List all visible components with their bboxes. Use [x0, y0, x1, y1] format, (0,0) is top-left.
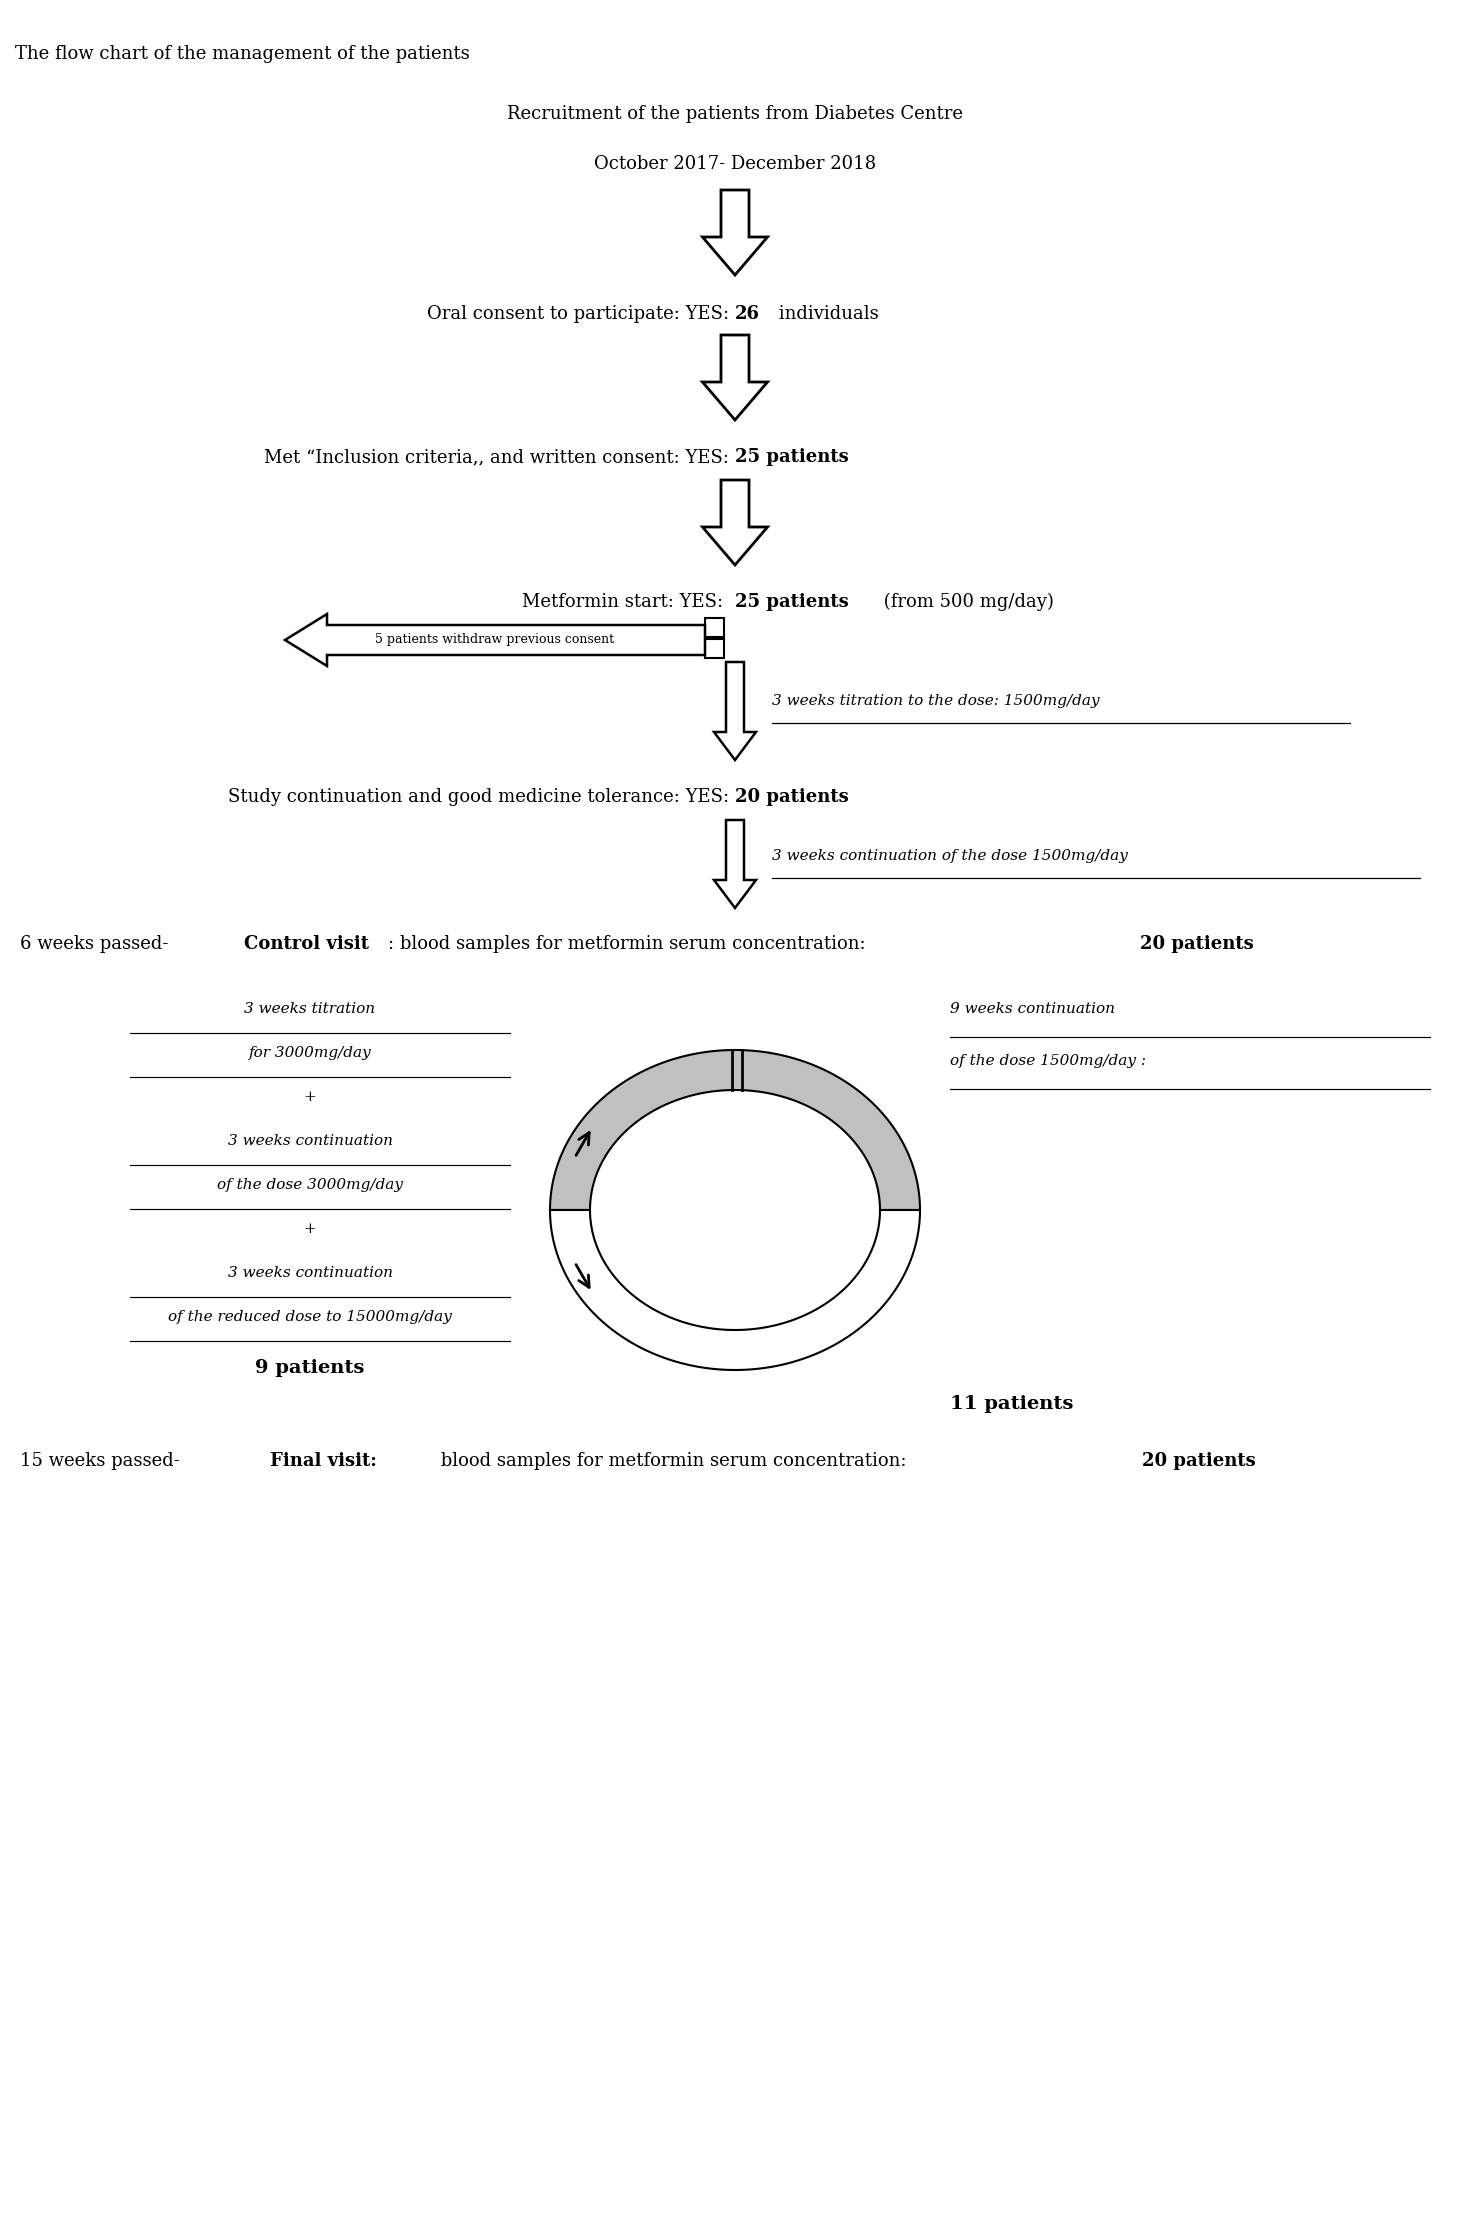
Text: 9 patients: 9 patients	[256, 1360, 365, 1378]
Text: 15 weeks passed-: 15 weeks passed-	[21, 1452, 185, 1469]
Text: The flow chart of the management of the patients: The flow chart of the management of the …	[15, 45, 469, 63]
Text: Final visit:: Final visit:	[271, 1452, 377, 1469]
Text: Recruitment of the patients from Diabetes Centre: Recruitment of the patients from Diabete…	[507, 105, 964, 123]
Polygon shape	[703, 190, 768, 276]
Text: 20 patients: 20 patients	[1140, 934, 1253, 952]
Text: 25 patients: 25 patients	[736, 594, 849, 612]
Text: 3 weeks titration: 3 weeks titration	[244, 1001, 375, 1017]
Text: of the dose 3000mg/day: of the dose 3000mg/day	[218, 1178, 403, 1192]
Text: 5 patients withdraw previous consent: 5 patients withdraw previous consent	[375, 634, 615, 647]
Text: Control visit: Control visit	[244, 934, 369, 952]
Polygon shape	[703, 479, 768, 564]
Polygon shape	[550, 1051, 919, 1210]
Text: 9 weeks continuation: 9 weeks continuation	[950, 1001, 1115, 1017]
Text: Met “Inclusion criteria,, and written consent: YES:: Met “Inclusion criteria,, and written co…	[265, 448, 736, 466]
Text: October 2017- December 2018: October 2017- December 2018	[594, 155, 877, 172]
Polygon shape	[703, 336, 768, 421]
Text: 6 weeks passed-: 6 weeks passed-	[21, 934, 174, 952]
Text: 25 patients: 25 patients	[736, 448, 849, 466]
Polygon shape	[285, 614, 705, 665]
Text: 11 patients: 11 patients	[950, 1396, 1074, 1413]
Text: individuals: individuals	[772, 305, 878, 323]
Text: of the dose 1500mg/day :: of the dose 1500mg/day :	[950, 1055, 1146, 1068]
Text: Oral consent to participate: YES:: Oral consent to participate: YES:	[427, 305, 736, 323]
Text: for 3000mg/day: for 3000mg/day	[249, 1046, 371, 1060]
Text: 3 weeks continuation: 3 weeks continuation	[228, 1266, 393, 1279]
Text: blood samples for metformin serum concentration:: blood samples for metformin serum concen…	[435, 1452, 912, 1469]
Text: 20 patients: 20 patients	[1141, 1452, 1256, 1469]
Text: Study continuation and good medicine tolerance: YES:: Study continuation and good medicine tol…	[228, 788, 736, 806]
Bar	[705, 618, 724, 636]
Text: 26: 26	[736, 305, 761, 323]
Text: +: +	[303, 1223, 316, 1236]
Polygon shape	[713, 820, 756, 907]
Bar	[705, 638, 724, 659]
Text: 20 patients: 20 patients	[736, 788, 849, 806]
Text: +: +	[303, 1091, 316, 1104]
Text: (from 500 mg/day): (from 500 mg/day)	[878, 594, 1053, 612]
Text: of the reduced dose to 15000mg/day: of the reduced dose to 15000mg/day	[168, 1310, 452, 1324]
Polygon shape	[550, 1210, 919, 1371]
Text: : blood samples for metformin serum concentration:: : blood samples for metformin serum conc…	[388, 934, 871, 952]
Text: 3 weeks continuation of the dose 1500mg/day: 3 weeks continuation of the dose 1500mg/…	[772, 849, 1128, 862]
Text: Metformin start: YES:: Metformin start: YES:	[522, 594, 736, 612]
Text: 3 weeks continuation: 3 weeks continuation	[228, 1133, 393, 1147]
Polygon shape	[713, 663, 756, 759]
Text: 3 weeks titration to the dose: 1500mg/day: 3 weeks titration to the dose: 1500mg/da…	[772, 694, 1100, 708]
